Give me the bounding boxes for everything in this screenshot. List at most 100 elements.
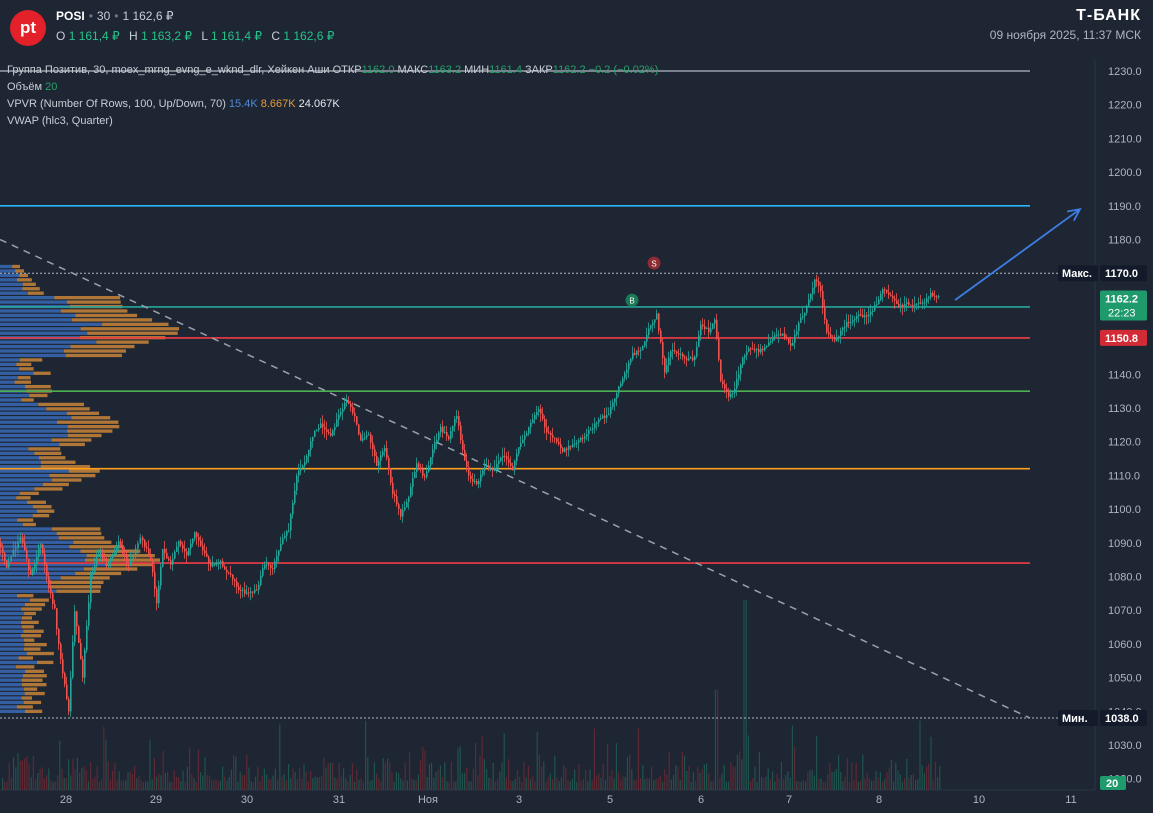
candle-body: [186, 551, 188, 556]
vpvr-legend[interactable]: VPVR (Number Of Rows, 100, Up/Down, 70) …: [7, 98, 340, 110]
volume-bar: [442, 777, 444, 790]
candle-body: [196, 532, 198, 537]
candle-body: [134, 548, 137, 556]
volume-bar: [125, 780, 127, 790]
vp-bar-up: [0, 429, 68, 433]
volume-bar: [838, 755, 840, 790]
candle-body: [398, 504, 400, 510]
volume-bar: [860, 780, 862, 790]
candle-body: [834, 338, 836, 341]
vp-bar-up: [0, 438, 52, 442]
candle-body: [106, 559, 108, 563]
candle-body: [248, 592, 250, 594]
candle-body: [776, 334, 778, 336]
vp-bar-up: [0, 513, 33, 518]
volume-bar: [52, 781, 54, 790]
candle-body: [40, 544, 42, 549]
volume-bar: [310, 770, 312, 790]
volume-bar: [642, 764, 644, 790]
volume-bar: [796, 781, 798, 790]
volume-bar: [602, 764, 604, 790]
vp-bar-down: [24, 709, 43, 713]
ticker-symbol[interactable]: POSI: [56, 9, 85, 23]
vp-bar-up: [0, 634, 21, 638]
volume-bar: [888, 767, 890, 790]
candle-body: [306, 456, 308, 463]
candle-body: [416, 463, 418, 473]
x-tick-label: 31: [333, 794, 345, 806]
candle-body: [890, 294, 892, 297]
vp-bar-down: [19, 491, 39, 496]
vp-bar-up: [0, 700, 24, 705]
volume-bar: [28, 763, 30, 790]
volume-bar: [138, 776, 140, 790]
volume-bar: [411, 779, 413, 790]
vp-bar-up: [0, 691, 25, 696]
candle-body: [810, 293, 812, 300]
vp-bar-up: [0, 674, 23, 678]
volume-bar: [657, 778, 659, 790]
candle-body: [552, 435, 554, 438]
volume-legend[interactable]: Объём 20: [7, 81, 57, 93]
candle-body: [158, 585, 160, 604]
candle-body: [404, 507, 406, 511]
vwap-legend[interactable]: VWAP (hlc3, Quarter): [7, 115, 113, 127]
candle-body: [312, 436, 314, 442]
vp-bar-down: [22, 674, 47, 678]
vp-bar-down: [16, 705, 33, 709]
vp-bar-up: [0, 580, 48, 584]
volume-bar: [316, 777, 318, 790]
volume-bar: [195, 781, 197, 790]
candle-body: [556, 438, 558, 442]
candle-body: [486, 465, 488, 467]
candle-body: [490, 468, 492, 470]
interval[interactable]: 30: [96, 9, 111, 23]
candle-body: [816, 279, 818, 282]
candle-body: [574, 443, 576, 445]
volume-bar: [6, 781, 8, 790]
candle-body: [86, 625, 88, 651]
vp-bar-up: [0, 411, 67, 415]
volume-bar: [266, 774, 268, 790]
vp-bar-down: [12, 264, 20, 269]
candle-body: [454, 418, 456, 427]
volume-bar: [233, 754, 235, 790]
vp-bar-down: [69, 545, 124, 549]
volume-bar: [527, 766, 529, 790]
candle-body: [354, 413, 356, 417]
vp-bar-up: [0, 678, 22, 682]
candle-body: [480, 474, 482, 482]
volume-bar: [178, 777, 180, 790]
candle-body: [650, 325, 652, 329]
candle-body: [322, 423, 324, 428]
volume-bar: [413, 779, 415, 790]
vp-bar-down: [67, 425, 120, 429]
vp-bar-down: [33, 371, 51, 375]
volume-bar: [127, 772, 129, 790]
volume-bar: [686, 771, 688, 790]
volume-bar: [593, 728, 595, 790]
candle-body: [892, 296, 894, 299]
price-label-prefix-box: [1058, 265, 1098, 282]
volume-bar: [937, 777, 939, 790]
volume-bar: [167, 772, 169, 790]
candle-body: [460, 425, 462, 441]
candle-body: [842, 327, 844, 331]
volume-bar: [890, 759, 892, 790]
vp-bar-down: [24, 602, 46, 607]
vp-bar-up: [0, 384, 25, 389]
candle-body: [224, 566, 226, 570]
volume-bar: [675, 765, 677, 790]
candle-body: [478, 481, 480, 485]
volume-bar: [81, 768, 83, 790]
main-series-legend[interactable]: Группа Позитив, 30, moex_mrng_evng_e_wkn…: [7, 64, 658, 76]
volume-bar: [904, 778, 906, 790]
volume-axis-label: 20: [1106, 778, 1118, 790]
candle-body: [88, 602, 90, 626]
volume-bar: [560, 777, 562, 790]
vp-bar-down: [16, 496, 31, 500]
vp-bar-up: [0, 558, 85, 562]
candle-body: [488, 465, 490, 470]
price-label-value: 1162.2: [1105, 293, 1138, 305]
